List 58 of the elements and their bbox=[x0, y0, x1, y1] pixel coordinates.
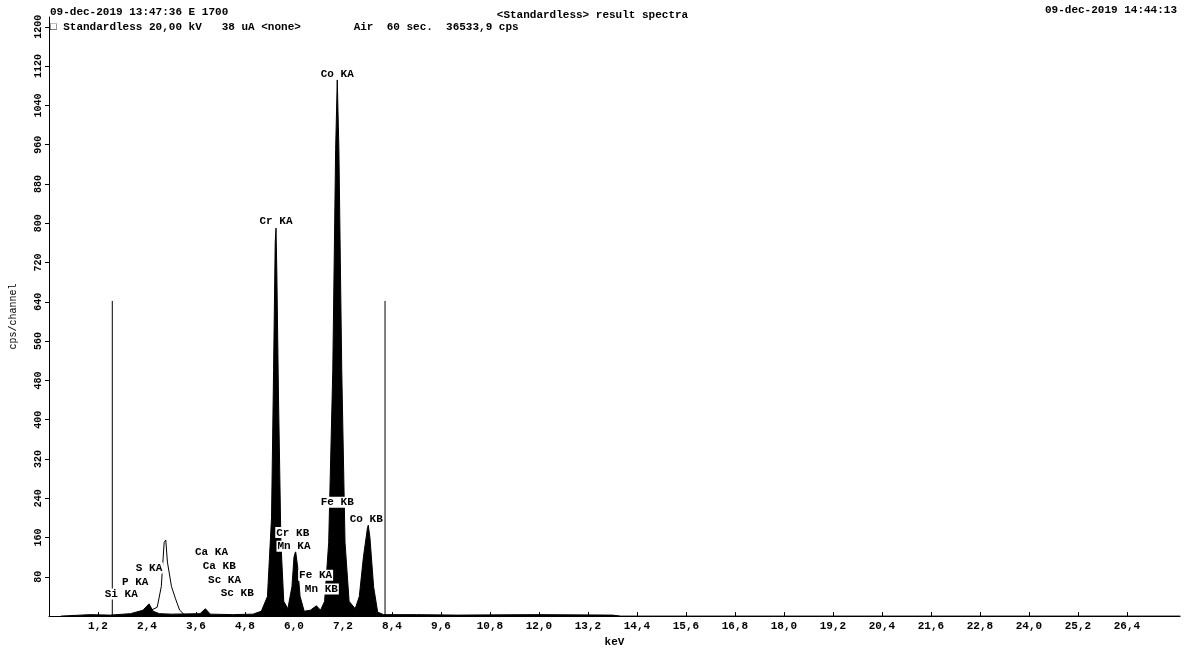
annotation: Sc KB bbox=[220, 587, 255, 600]
annotation: Cr KA bbox=[259, 214, 293, 227]
annotation: □ Standardless 20,00 kV 38 uA <none> Air 60 sec. 36533,9 cps bbox=[50, 20, 519, 33]
annotation: Ca KA bbox=[195, 546, 229, 559]
y-tick-label: 1120 bbox=[32, 54, 44, 79]
y-axis-title: cps/channel bbox=[7, 283, 19, 350]
x-tick-label: 14,4 bbox=[623, 619, 651, 632]
x-tick-label: 22,8 bbox=[966, 619, 994, 632]
x-tick-label: 21,6 bbox=[917, 619, 945, 632]
x-tick-label: 19,2 bbox=[819, 619, 847, 632]
y-tick-label: 960 bbox=[32, 135, 44, 154]
y-tick-label: 400 bbox=[32, 410, 44, 429]
y-tick-label: 320 bbox=[32, 449, 44, 468]
x-tick-label: 3,6 bbox=[186, 619, 206, 632]
y-tick-label: 880 bbox=[32, 174, 44, 193]
x-tick-label: 9,6 bbox=[431, 619, 451, 632]
annotation: S KA bbox=[135, 561, 163, 574]
y-tick-label: 1200 bbox=[32, 14, 44, 39]
x-tick-label: 1,2 bbox=[88, 619, 108, 632]
y-tick-label: 240 bbox=[32, 489, 44, 508]
x-tick-label: 24,0 bbox=[1015, 619, 1043, 632]
chart-title: <Standardless> result spectra bbox=[496, 8, 689, 21]
x-tick-label: 12,0 bbox=[525, 619, 553, 632]
x-tick-label: 25,2 bbox=[1064, 619, 1092, 632]
annotation: Fe KA bbox=[299, 569, 333, 582]
y-tick-label: 480 bbox=[32, 371, 44, 390]
annotation: Ca KB bbox=[202, 560, 237, 573]
x-tick-label: 6,0 bbox=[284, 619, 304, 632]
annotation: Mn KB bbox=[304, 583, 339, 596]
annotation: 09-dec-2019 13:47:36 E 1700 bbox=[50, 5, 229, 18]
annotation: Mn KA bbox=[277, 540, 311, 553]
y-tick-label: 80 bbox=[32, 570, 44, 583]
x-tick-label: 7,2 bbox=[333, 619, 353, 632]
y-tick-label: 160 bbox=[32, 528, 44, 547]
x-tick-label: 2,4 bbox=[137, 619, 158, 632]
annotation: P KA bbox=[121, 575, 149, 588]
annotation: Si KA bbox=[104, 588, 139, 600]
y-tick-label: 720 bbox=[32, 253, 44, 272]
annotation: Sc KA bbox=[208, 573, 242, 586]
annotation: Fe KB bbox=[320, 496, 355, 509]
x-tick-label: 13,2 bbox=[574, 619, 602, 632]
x-tick-label: 26,4 bbox=[1113, 619, 1141, 632]
x-tick-label: 15,6 bbox=[672, 619, 700, 632]
y-tick-label: 1040 bbox=[32, 93, 44, 118]
x-tick-label: 8,4 bbox=[382, 619, 403, 632]
x-tick-label: 20,4 bbox=[868, 619, 896, 632]
text: 09-dec-2019 14:44:13 bbox=[1044, 3, 1178, 16]
y-tick-label: 800 bbox=[32, 214, 44, 233]
x-tick-label: 16,8 bbox=[721, 619, 749, 632]
x-axis-title: keV bbox=[604, 635, 625, 648]
annotation: Co KA bbox=[320, 67, 355, 80]
annotation: Co KB bbox=[349, 512, 384, 525]
x-tick-label: 4,8 bbox=[235, 619, 256, 632]
x-tick-label: 10,8 bbox=[476, 619, 504, 632]
x-tick-label: 18,0 bbox=[770, 619, 798, 632]
annotation: Cr KB bbox=[276, 526, 310, 539]
y-tick-label: 560 bbox=[32, 332, 44, 351]
y-tick-label: 640 bbox=[32, 292, 44, 311]
